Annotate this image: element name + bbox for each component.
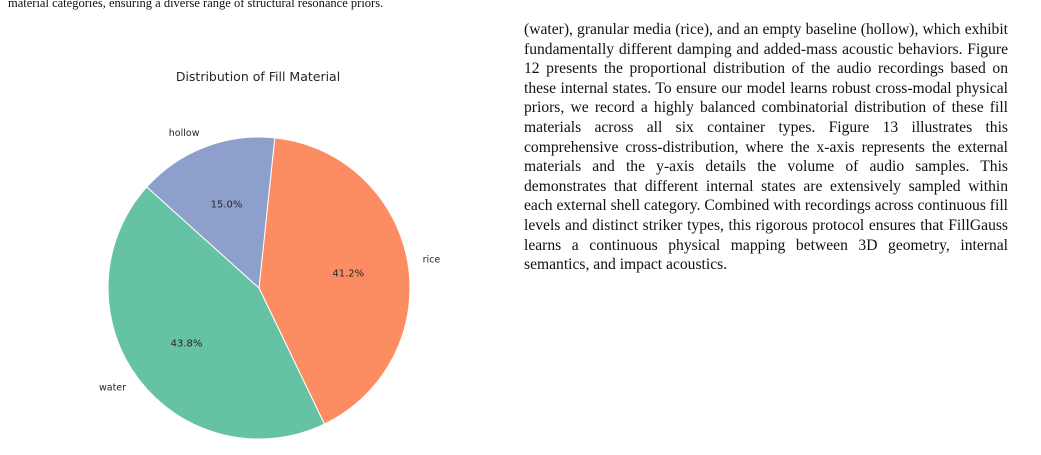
text-column: (water), granular media (rice), and an e… [524,20,1008,440]
figure-caption-tail: material categories, ensuring a diverse … [8,0,384,10]
pie-slice-hollow [146,136,276,290]
slice-percent-rice: 41.2% [332,269,364,280]
pie-slice-rice [258,137,411,425]
pie-slice-water [107,186,326,440]
chart-title: Distribution of Fill Material [176,69,340,84]
body-paragraph: (water), granular media (rice), and an e… [524,21,1008,274]
pie-chart: Distribution of Fill Material rice 41.2% w… [99,69,440,440]
slice-label-hollow: hollow [169,128,200,139]
slice-label-rice: rice [423,255,441,266]
pie-figure: Distribution of Fill Material rice 41.2% w… [0,60,520,455]
slice-label-water: water [99,383,126,394]
pie-slices [107,136,411,440]
pie-labels: rice 41.2% water 43.8% hollow 15.0% [99,128,440,394]
slice-percent-water: 43.8% [171,338,203,349]
figure-column: material categories, ensuring a diverse … [0,0,520,455]
slice-percent-hollow: 15.0% [211,199,243,210]
